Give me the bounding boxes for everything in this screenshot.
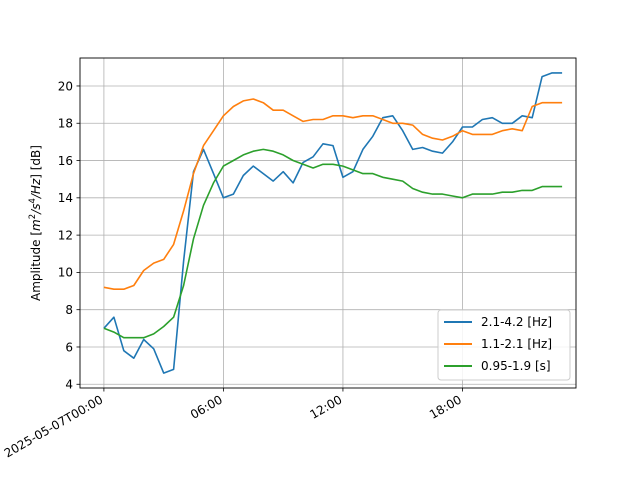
y-tick-label: 12 (58, 228, 73, 242)
y-tick-label: 14 (58, 191, 73, 205)
series-line-1 (103, 98, 563, 291)
y-tick-label: 18 (58, 117, 73, 131)
y-axis-ticks: 4 6 8 10 12 14 16 18 20 (58, 79, 80, 392)
series-layer (103, 72, 563, 374)
legend-label-series-2: 0.95-1.9 [s] (481, 359, 551, 373)
y-tick-label: 16 (58, 154, 73, 168)
y-axis-label: Amplitude [m2/s4/Hz] [dB] (28, 145, 43, 301)
y-tick-label: 4 (65, 378, 73, 392)
legend-box (437, 309, 571, 381)
legend: 2.1-4.2 [Hz] 1.1-2.1 [Hz] 0.95-1.9 [s] (437, 309, 571, 381)
y-tick-label: 8 (65, 303, 73, 317)
legend-label-series-1: 1.1-2.1 [Hz] (481, 337, 552, 351)
grid-lines (80, 58, 576, 388)
y-tick-label: 20 (58, 79, 73, 93)
series-line-2 (103, 148, 563, 339)
legend-label-series-0: 2.1-4.2 [Hz] (481, 315, 552, 329)
y-tick-label: 10 (58, 266, 73, 280)
y-tick-label: 6 (65, 340, 73, 354)
plot-frame (79, 57, 577, 389)
